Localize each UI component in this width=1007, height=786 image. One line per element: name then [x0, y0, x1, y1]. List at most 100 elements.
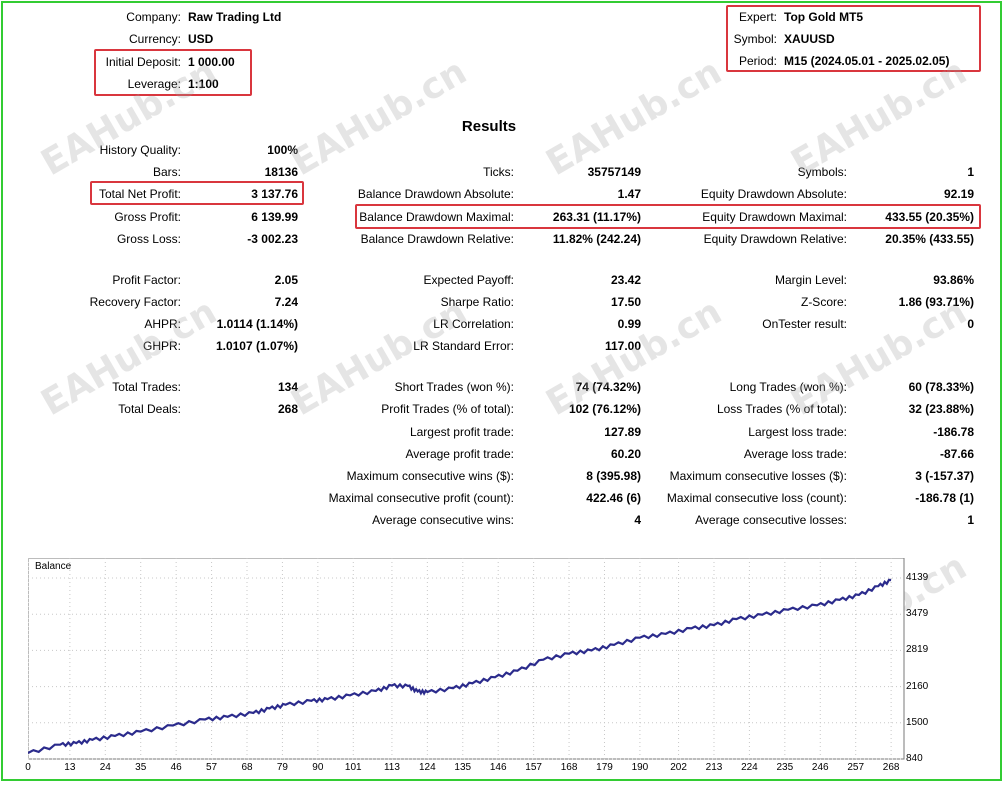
- leverage-value: 1:100: [188, 77, 219, 91]
- stat-value: 8 (395.98): [586, 469, 641, 483]
- stat-value: 100%: [267, 143, 298, 157]
- x-tick-label: 57: [206, 762, 218, 773]
- stat-value: 3 137.76: [251, 187, 298, 201]
- x-tick-label: 90: [312, 762, 324, 773]
- expert-value: Top Gold MT5: [784, 10, 864, 24]
- stat-value: 0: [967, 317, 974, 331]
- expert-info-highlight: [726, 5, 981, 72]
- stat-value: -186.78: [933, 425, 974, 439]
- stat-value: 1: [967, 513, 974, 527]
- stat-label: AHPR:: [144, 317, 181, 331]
- stat-value: 4: [634, 513, 641, 527]
- stat-value: -186.78 (1): [915, 491, 974, 505]
- stat-label: Z-Score:: [800, 295, 847, 309]
- period-value: M15 (2024.05.01 - 2025.02.05): [784, 54, 950, 68]
- net-profit-highlight: [90, 181, 304, 205]
- stat-label: Largest profit trade:: [409, 425, 514, 439]
- x-tick-label: 157: [525, 762, 542, 773]
- stat-label: Sharpe Ratio:: [440, 295, 514, 309]
- stat-label: Largest loss trade:: [748, 425, 847, 439]
- stat-value: 1.0107 (1.07%): [215, 339, 298, 353]
- stat-value: 422.46 (6): [586, 491, 641, 505]
- y-tick-label: 4139: [906, 572, 929, 583]
- stat-value: 0.99: [617, 317, 641, 331]
- x-tick-label: 146: [489, 762, 507, 773]
- stat-label: Total Deals:: [118, 402, 181, 416]
- stat-label: Maximum consecutive losses ($):: [669, 469, 847, 483]
- x-tick-label: 257: [847, 762, 865, 773]
- stat-value: -87.66: [939, 447, 974, 461]
- x-tick-label: 202: [670, 762, 687, 773]
- y-tick-label: 2160: [906, 680, 929, 692]
- stat-label: Balance Drawdown Absolute:: [357, 187, 514, 201]
- x-tick-label: 213: [705, 762, 723, 773]
- stat-value: 1.0114 (1.14%): [216, 317, 298, 331]
- x-tick-label: 113: [383, 762, 400, 773]
- initial-deposit-value: 1 000.00: [188, 55, 235, 69]
- stat-value: 74 (74.32%): [575, 380, 641, 394]
- stat-value: 102 (76.12%): [568, 402, 641, 416]
- stat-label: Maximum consecutive wins ($):: [346, 469, 514, 483]
- stat-label: Margin Level:: [774, 273, 847, 287]
- stat-label: Expected Payoff:: [423, 273, 514, 287]
- stat-label: Loss Trades (% of total):: [716, 402, 847, 416]
- x-tick-label: 35: [135, 762, 147, 773]
- stat-value: 6 139.99: [251, 210, 298, 224]
- stat-label: Profit Factor:: [112, 273, 181, 287]
- stat-value: 20.35% (433.55): [885, 232, 974, 246]
- y-tick-label: 1500: [906, 716, 929, 728]
- stat-value: 92.19: [943, 187, 974, 201]
- stat-value: 127.89: [604, 425, 641, 439]
- stat-label: Ticks:: [483, 165, 514, 179]
- currency-value: USD: [188, 32, 214, 46]
- currency-label: Currency:: [128, 32, 181, 46]
- period-label: Period:: [738, 54, 777, 68]
- balance-chart: [28, 558, 905, 760]
- stat-label: Recovery Factor:: [89, 295, 181, 309]
- stat-value: 1.47: [617, 187, 641, 201]
- stat-value: 18136: [264, 165, 298, 179]
- stat-label: Total Trades:: [112, 380, 181, 394]
- stat-value: -3 002.23: [247, 232, 298, 246]
- chart-title: Balance: [35, 561, 72, 572]
- x-tick-label: 124: [419, 762, 436, 773]
- stat-value: 35757149: [587, 165, 641, 179]
- results-title: Results: [461, 118, 517, 135]
- company-value: Raw Trading Ltd: [188, 10, 282, 24]
- stat-value: 1.86 (93.71%): [898, 295, 974, 309]
- stat-value: 17.50: [610, 295, 641, 309]
- stat-label: Equity Drawdown Maximal:: [702, 210, 847, 224]
- x-tick-label: 235: [776, 762, 794, 773]
- stat-label: Maximal consecutive profit (count):: [328, 491, 514, 505]
- stat-label: Average consecutive losses:: [695, 513, 847, 527]
- stat-label: Equity Drawdown Relative:: [703, 232, 847, 246]
- initial-deposit-label: Initial Deposit:: [105, 55, 181, 69]
- x-tick-label: 224: [741, 762, 758, 773]
- stat-label: Average loss trade:: [743, 447, 847, 461]
- x-tick-label: 190: [631, 762, 649, 773]
- stat-value: 3 (-157.37): [915, 469, 974, 483]
- stat-label: Profit Trades (% of total):: [381, 402, 514, 416]
- stat-value: 433.55 (20.35%): [885, 210, 974, 224]
- x-tick-label: 101: [344, 762, 362, 773]
- stat-label: Average profit trade:: [405, 447, 514, 461]
- symbol-value: XAUUSD: [784, 32, 835, 46]
- x-tick-label: 179: [596, 762, 613, 773]
- stat-value: 7.24: [274, 295, 298, 309]
- x-tick-label: 168: [560, 762, 578, 773]
- expert-label: Expert:: [738, 10, 777, 24]
- stat-value: 134: [277, 380, 298, 394]
- drawdown-maximal-highlight: [355, 204, 981, 229]
- x-tick-label: 246: [811, 762, 829, 773]
- stat-label: GHPR:: [142, 339, 181, 353]
- stat-label: Total Net Profit:: [98, 187, 181, 201]
- x-tick-label: 13: [64, 762, 76, 773]
- stat-value: 32 (23.88%): [908, 402, 974, 416]
- x-tick-label: 46: [170, 762, 182, 773]
- stat-label: Equity Drawdown Absolute:: [700, 187, 847, 201]
- x-tick-label: 0: [25, 762, 31, 773]
- y-tick-label: 840: [906, 753, 923, 764]
- stat-label: Balance Drawdown Maximal:: [359, 210, 514, 224]
- stat-value: 60 (78.33%): [908, 380, 974, 394]
